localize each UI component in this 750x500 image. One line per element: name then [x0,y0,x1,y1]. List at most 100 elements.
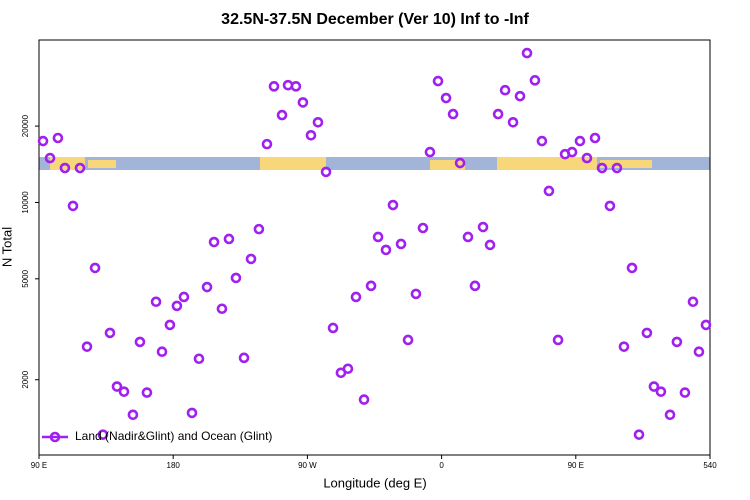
data-point [74,162,86,174]
data-point [245,253,257,265]
data-point [186,407,198,419]
data-point [150,296,162,308]
data-point [44,152,56,164]
data-point [127,409,139,421]
land-segment [430,160,465,170]
data-point [37,135,49,147]
data-point [81,341,93,352]
data-point [171,300,183,312]
land-segment [497,157,597,170]
data-point [581,152,593,164]
data-point [447,108,459,120]
plot-frame [38,39,711,456]
data-point [365,280,377,292]
data-point [679,387,691,398]
data-point [514,90,526,102]
data-point [626,262,638,274]
data-point [350,291,362,303]
data-point [223,233,235,245]
data-point [387,199,399,211]
x-axis-label: Longitude (deg E) [323,475,426,490]
data-point [552,334,564,346]
data-point [156,346,168,357]
data-point [342,363,354,375]
y-tick-label: 5000 [21,269,30,287]
x-tick-label: 180 [167,461,181,470]
data-point [477,221,489,233]
land-segment [600,160,652,168]
data-point [687,296,699,308]
data-point [671,336,683,348]
data-point [499,84,511,96]
data-point [402,334,414,346]
data-point [268,81,280,92]
data-point [230,272,242,284]
data-point [700,319,712,331]
data-point [641,327,653,339]
data-point [178,291,190,303]
legend-swatch-marker [49,431,61,443]
data-point [111,381,123,392]
data-point [633,429,645,440]
data-point [655,386,667,397]
data-point [566,146,578,158]
data-point [648,381,660,392]
data-point [327,322,339,334]
data-point [484,239,496,251]
data-point [395,238,407,250]
y-tick-label: 20000 [21,114,30,137]
land-segment [88,160,116,168]
data-point [417,222,429,234]
data-point [208,236,220,248]
data-point [320,166,332,178]
x-tick-label: 0 [439,461,444,470]
data-point [589,132,601,144]
data-point [118,386,130,397]
data-point [134,336,146,348]
data-point [261,138,273,150]
data-point [462,231,474,243]
y-tick-label: 10000 [21,191,30,214]
data-point [216,303,228,315]
data-point [604,200,616,212]
x-tick-label: 540 [703,461,717,470]
x-tick-label: 90 W [298,461,317,470]
land-ocean-strip [39,157,710,170]
data-point [104,327,116,339]
legend-label: Land (Nadir&Glint) and Ocean (Glint) [75,429,272,443]
data-point [664,409,676,421]
data-point [201,281,213,293]
data-point [276,109,288,121]
land-segment [260,157,326,170]
data-point [618,341,630,352]
y-tick-label: 2000 [21,370,30,388]
data-point [358,394,370,405]
data-point [238,352,250,364]
data-point [52,132,64,144]
data-point [424,146,436,158]
data-point [290,81,302,92]
data-point [59,162,71,174]
data-point [410,288,422,300]
data-point [253,223,265,235]
data-point [521,47,533,59]
data-point [492,108,504,120]
data-point [141,387,153,398]
x-tick-label: 90 E [568,461,584,470]
data-point [543,185,555,197]
data-point [507,117,519,128]
data-point [312,117,324,128]
data-point [469,280,481,292]
chart-title: 32.5N-37.5N December (Ver 10) Inf to -In… [221,11,529,28]
data-point [440,92,452,104]
data-point [432,75,444,87]
data-point [536,135,548,147]
data-point [164,319,176,331]
data-point [193,353,205,365]
data-point [372,231,384,243]
data-point [693,346,705,357]
data-point [596,162,608,174]
data-point [67,200,79,212]
